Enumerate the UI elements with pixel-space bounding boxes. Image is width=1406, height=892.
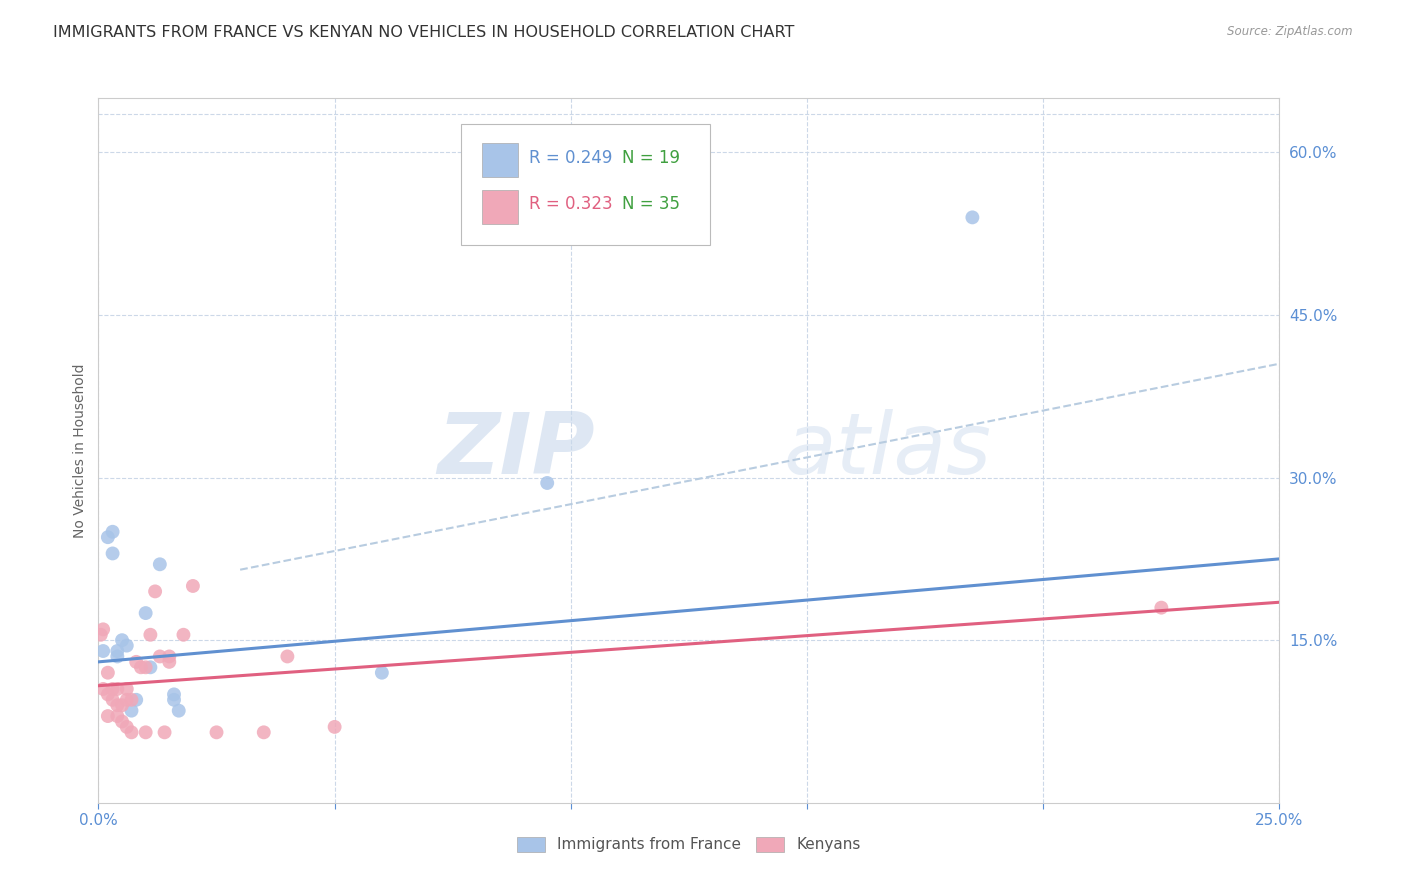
Text: Source: ZipAtlas.com: Source: ZipAtlas.com [1227,25,1353,38]
Point [163,687,186,701]
Point [139,660,162,674]
Point [371,665,394,680]
Point [125,655,148,669]
Text: R = 0.323: R = 0.323 [530,195,613,213]
Point [205,725,228,739]
Point [962,211,984,225]
Legend: Immigrants from France, Kenyans: Immigrants from France, Kenyans [512,830,866,859]
FancyBboxPatch shape [482,190,517,224]
Y-axis label: No Vehicles in Household: No Vehicles in Household [73,363,87,538]
Point [105,649,128,664]
Point [105,698,128,713]
Point [157,649,180,664]
Text: atlas: atlas [783,409,991,492]
Point [91,644,114,658]
Point [129,660,152,674]
Point [111,698,134,713]
Point [101,681,124,696]
Point [121,725,143,739]
Text: IMMIGRANTS FROM FRANCE VS KENYAN NO VEHICLES IN HOUSEHOLD CORRELATION CHART: IMMIGRANTS FROM FRANCE VS KENYAN NO VEHI… [53,25,794,40]
Point [135,725,157,739]
Point [536,475,558,490]
Point [167,704,190,718]
Point [105,681,128,696]
FancyBboxPatch shape [461,124,710,244]
Point [91,623,114,637]
Point [253,725,276,739]
Point [97,530,120,544]
Point [97,687,120,701]
Point [101,546,124,560]
Point [90,628,112,642]
Point [111,714,134,729]
Point [101,524,124,539]
Point [1150,600,1173,615]
Point [276,649,298,664]
Point [115,639,138,653]
Point [157,655,180,669]
Point [97,665,120,680]
Point [111,633,134,648]
Point [153,725,176,739]
Point [101,693,124,707]
Point [181,579,204,593]
Point [149,558,172,572]
FancyBboxPatch shape [482,144,517,177]
Point [121,704,143,718]
Point [139,628,162,642]
Point [135,606,157,620]
Point [115,681,138,696]
Point [97,709,120,723]
Point [323,720,346,734]
Text: ZIP: ZIP [437,409,595,492]
Point [163,693,186,707]
Point [149,649,172,664]
Text: N = 35: N = 35 [621,195,679,213]
Point [172,628,194,642]
Point [91,681,114,696]
Point [135,660,157,674]
Point [121,693,143,707]
Text: R = 0.249: R = 0.249 [530,149,613,167]
Point [143,584,166,599]
Point [115,693,138,707]
Point [115,720,138,734]
Point [105,644,128,658]
Point [125,693,148,707]
Point [105,709,128,723]
Text: N = 19: N = 19 [621,149,679,167]
